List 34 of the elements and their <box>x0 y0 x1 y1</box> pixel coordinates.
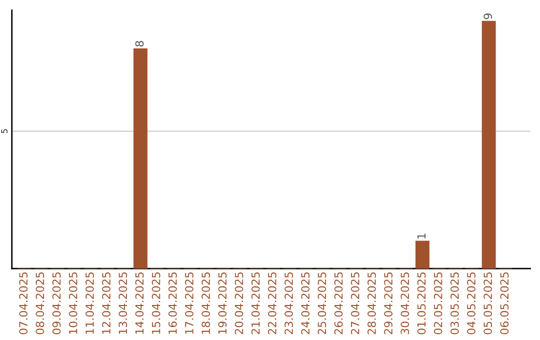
y-tick-label: 5 <box>1 129 8 134</box>
x-tick-label: 17.04.2025 <box>185 272 194 334</box>
x-tick-label: 03.05.2025 <box>450 272 459 334</box>
x-tick-label: 10.04.2025 <box>68 272 78 334</box>
x-tick-label: 07.04.2025 <box>19 272 28 334</box>
x-tick-label: 16.04.2025 <box>168 272 177 334</box>
x-tick-label: 24.04.2025 <box>301 272 310 334</box>
x-tick-label: 09.04.2025 <box>52 272 61 334</box>
x-tick-label: 01.05.2025 <box>417 272 426 334</box>
x-tick-label: 11.04.2025 <box>85 272 94 334</box>
x-tick-label: 30.04.2025 <box>400 272 410 334</box>
x-tick-label: 13.04.2025 <box>118 272 128 334</box>
data-label: 8 <box>135 40 144 47</box>
data-label: 9 <box>484 14 492 20</box>
x-tick-label: 28.04.2025 <box>368 272 376 334</box>
x-tick-label: 27.04.2025 <box>350 272 360 334</box>
x-tick-label: 25.04.2025 <box>318 272 326 334</box>
x-tick-label: 04.05.2025 <box>467 272 476 334</box>
x-tick-label: 18.04.2025 <box>202 272 210 334</box>
x-tick-label: 21.04.2025 <box>251 272 260 334</box>
x-tick-label: 29.04.2025 <box>384 272 392 334</box>
x-tick-label: 12.04.2025 <box>102 272 110 334</box>
x-tick-label: 06.05.2025 <box>500 272 509 334</box>
x-tick-label: 23.04.2025 <box>284 272 293 334</box>
x-tick-label: 26.04.2025 <box>334 272 343 334</box>
x-tick-label: 02.05.2025 <box>434 272 442 334</box>
x-tick-label: 20.04.2025 <box>234 272 244 334</box>
x-tick-label: 19.04.2025 <box>218 272 227 334</box>
data-label: 1 <box>417 234 426 238</box>
x-tick-label: 05.05.2025 <box>484 272 492 334</box>
x-tick-label: 14.04.2025 <box>135 272 144 334</box>
x-tick-label: 08.04.2025 <box>36 272 44 334</box>
x-tick-label: 22.04.2025 <box>268 272 276 334</box>
x-tick-label: 15.04.2025 <box>152 272 160 334</box>
